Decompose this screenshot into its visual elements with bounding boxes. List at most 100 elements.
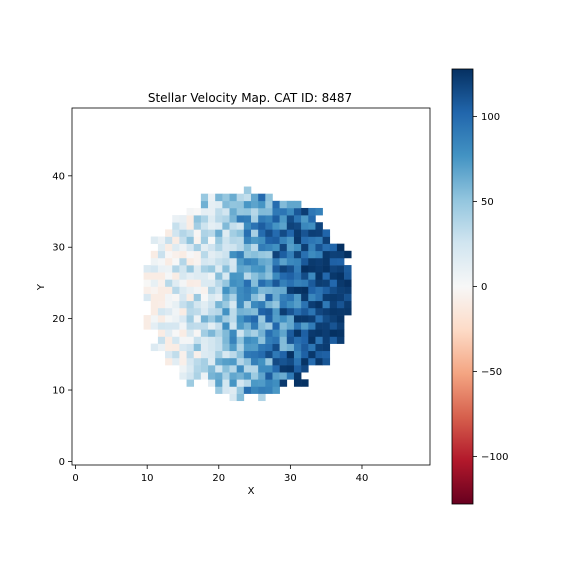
heatmap-cell [208,229,216,237]
heatmap-cell [229,286,237,294]
heatmap-cell [315,265,323,273]
heatmap-cell [222,229,230,237]
heatmap-cell [286,315,295,323]
heatmap-cell [150,257,159,266]
heatmap-cell [272,279,280,287]
heatmap-cell [265,257,273,266]
heatmap-cell [150,250,159,259]
heatmap-cell [258,315,266,323]
heatmap-cell [243,265,252,273]
heatmap-cell [344,300,352,309]
heatmap-cell [236,365,245,373]
heatmap-cell [193,207,202,216]
heatmap-cell [172,286,180,294]
heatmap-cell [229,265,237,273]
heatmap-cell [272,200,280,209]
heatmap-cell [308,336,316,344]
heatmap-cell [336,336,345,344]
heatmap-cell [265,250,273,259]
heatmap-cell [251,293,259,302]
heatmap-cell [301,357,309,366]
heatmap-cell [200,307,209,316]
heatmap-cell [229,386,237,394]
heatmap-cell [251,386,259,394]
heatmap-cell [229,393,237,402]
heatmap-cell [215,322,223,330]
heatmap-cell [150,286,159,294]
heatmap-cell [236,315,245,323]
heatmap-cell [286,222,295,230]
heatmap-cell [157,272,166,280]
heatmap-cell [279,379,288,387]
heatmap-cell [344,272,352,280]
heatmap-cell [186,243,195,252]
colorbar [451,68,474,505]
heatmap-cell [215,265,223,273]
heatmap-cell [193,307,202,316]
heatmap-cell [165,257,173,266]
heatmap-cell [258,250,266,259]
heatmap-cell [279,257,288,266]
heatmap-cell [193,350,202,359]
x-tick-label: 20 [212,473,225,484]
heatmap-cell [200,365,209,373]
heatmap-cell [229,243,237,252]
heatmap-cell [243,300,252,309]
heatmap-cell [200,322,209,330]
heatmap-cell [236,293,245,302]
heatmap-cell [186,293,195,302]
heatmap-cell [258,200,266,209]
heatmap-cell [208,279,216,287]
heatmap-cell [215,207,223,216]
heatmap-cell [301,300,309,309]
heatmap-cell [165,350,173,359]
heatmap-cell [229,372,237,380]
heatmap-cell [286,207,295,216]
heatmap-cell [215,357,223,366]
heatmap-cell [193,279,202,287]
heatmap-cell [193,329,202,337]
heatmap-cell [193,286,202,294]
heatmap-cell [251,329,259,337]
heatmap-cell [272,357,280,366]
heatmap-cell [301,350,309,359]
heatmap-cell [215,350,223,359]
heatmap-cell [265,222,273,230]
heatmap-cell [286,236,295,244]
heatmap-cell [258,243,266,252]
heatmap-cell [172,315,180,323]
heatmap-cell [251,215,259,223]
heatmap-cell [165,265,173,273]
heatmap-cell [293,322,302,330]
heatmap-cell [251,222,259,230]
heatmap-cell [272,372,280,380]
heatmap-cell [193,293,202,302]
heatmap-cell [265,315,273,323]
heatmap-cell [286,286,295,294]
heatmap-cell [258,222,266,230]
heatmap-cell [229,315,237,323]
heatmap-cell [179,365,187,373]
heatmap-cell [208,329,216,337]
heatmap-cell [165,343,173,352]
heatmap-cell [286,293,295,302]
heatmap-cell [172,257,180,266]
heatmap-cell [279,286,288,294]
heatmap-cell [150,293,159,302]
heatmap-cell [258,265,266,273]
heatmap-cell [236,272,245,280]
heatmap-cell [236,329,245,337]
heatmap-cell [215,222,223,230]
heatmap-cell [229,236,237,244]
heatmap-cell [315,315,323,323]
heatmap-cell [236,350,245,359]
heatmap-cell [179,250,187,259]
heatmap-cell [272,343,280,352]
heatmap-cell [336,315,345,323]
heatmap-cell [157,236,166,244]
heatmap-cell [200,329,209,337]
heatmap-cell [301,286,309,294]
heatmap-cell [222,236,230,244]
heatmap-cell [308,250,316,259]
heatmap-cell [336,286,345,294]
